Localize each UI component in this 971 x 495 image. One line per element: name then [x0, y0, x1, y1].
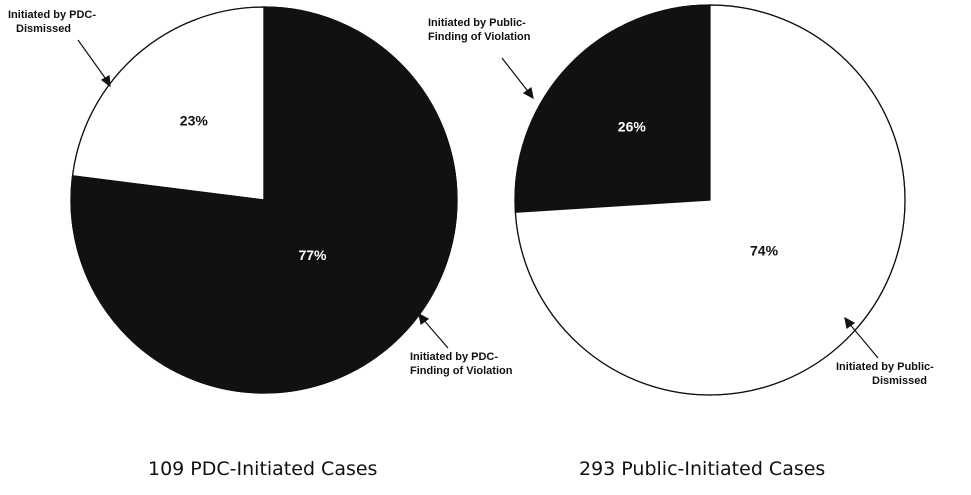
callout-line: Finding of Violation [428, 31, 531, 43]
pie-outline [514, 4, 906, 396]
callout-pdc-dismissed: Initiated by PDC- Dismissed [8, 8, 96, 36]
arrow-pdc-dismissed [77, 39, 109, 83]
pie-outline [70, 6, 458, 394]
pie-title-public: 293 Public-Initiated Cases [579, 458, 826, 480]
callout-line: Dismissed [872, 375, 928, 387]
callout-line: Initiated by Public- [836, 361, 934, 373]
pie-slice-label: 74% [750, 243, 779, 259]
callout-public-dismissed: Initiated by Public- Dismissed [836, 360, 934, 388]
arrow-pdc-violation [421, 317, 449, 349]
callout-line: Initiated by Public- [428, 17, 526, 29]
arrowhead-pdc-violation [418, 312, 430, 326]
callout-line: Finding of Violation [410, 365, 513, 377]
pie-chart-public: 26% 74% [514, 4, 906, 396]
pie-slice-label: 26% [618, 119, 647, 135]
pie-title-pdc: 109 PDC-Initiated Cases [148, 458, 378, 480]
arrowhead-public-violation [522, 86, 534, 100]
callout-pdc-violation: Initiated by PDC- Finding of Violation [410, 350, 512, 378]
callout-line: Initiated by PDC- [410, 351, 499, 363]
callout-arrows [77, 39, 879, 359]
pie-slice [71, 6, 265, 201]
callout-public-violation: Initiated by Public- Finding of Violatio… [428, 16, 530, 44]
callout-line: Dismissed [16, 23, 72, 35]
pie-slice-label: 23% [180, 112, 209, 128]
pie-chart-pdc: 23% 77% [70, 6, 458, 394]
pie-slice-label: 77% [298, 247, 327, 263]
arrowhead-public-dismissed [844, 316, 856, 330]
callout-line: Initiated by PDC- [8, 9, 97, 21]
arrow-public-violation [501, 57, 531, 95]
pie-charts: 23% 77% 26% 74% [70, 4, 906, 396]
arrow-public-dismissed [847, 321, 879, 359]
pie-slice [514, 4, 711, 213]
arrowhead-pdc-dismissed [100, 75, 111, 88]
